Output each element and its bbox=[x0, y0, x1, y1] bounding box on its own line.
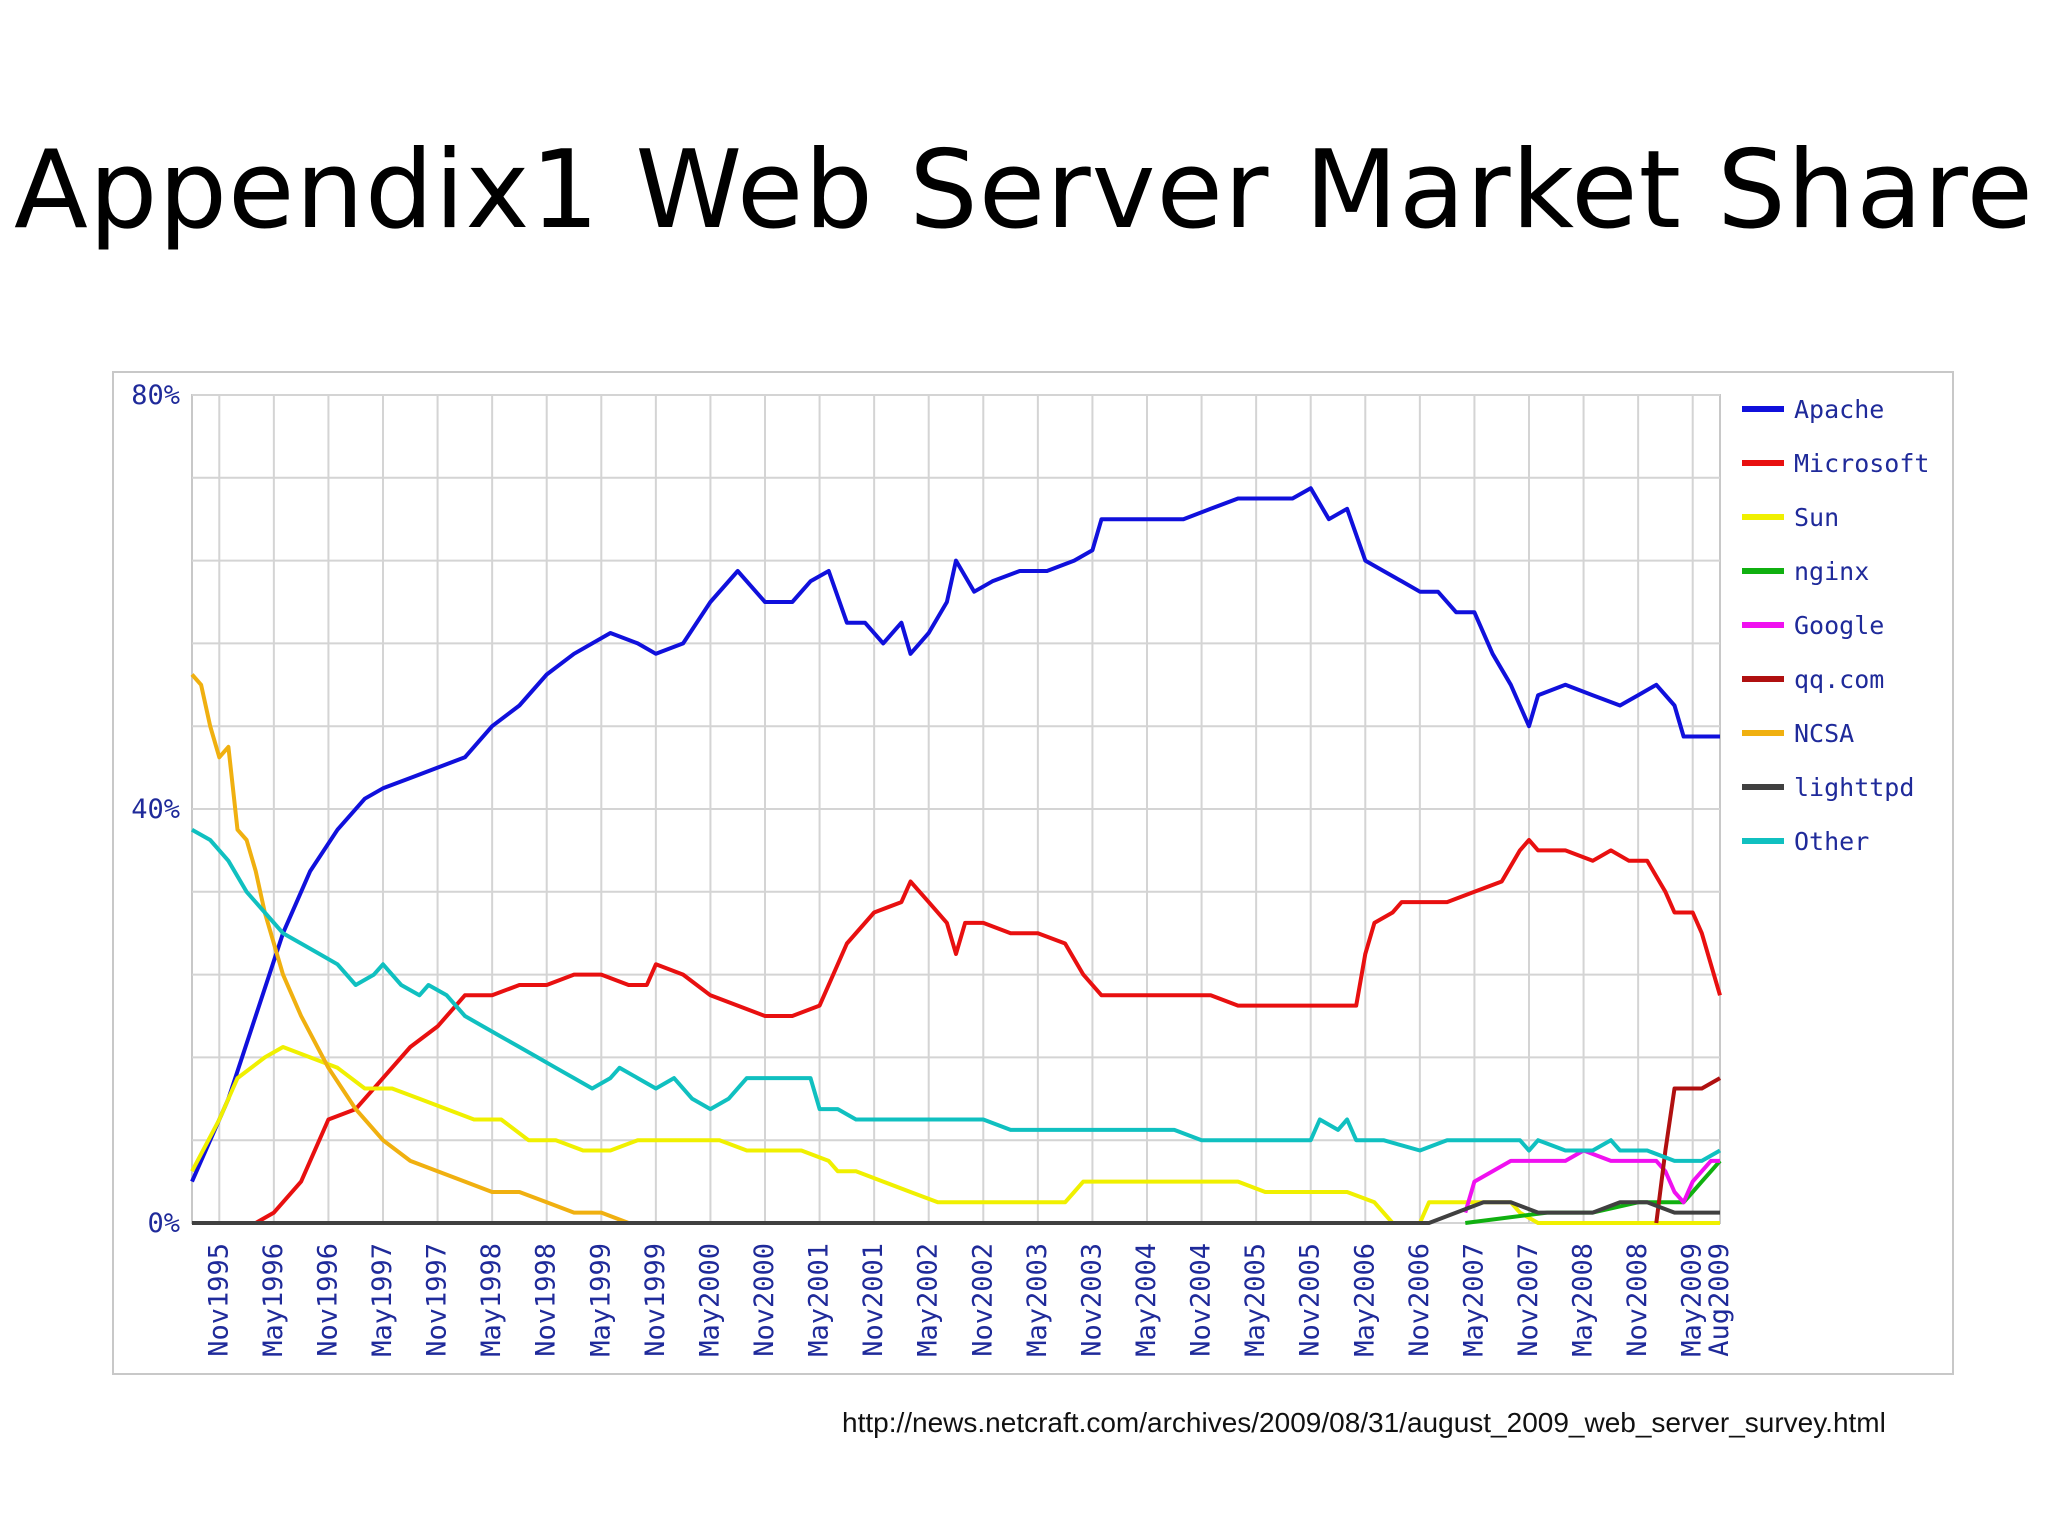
x-tick-label: May1998 bbox=[476, 1243, 507, 1357]
legend-label: qq.com bbox=[1794, 665, 1884, 694]
series-line-qq-com bbox=[1654, 1076, 1721, 1224]
series-line-google bbox=[1463, 1148, 1720, 1214]
x-tick-label: May2008 bbox=[1568, 1243, 1599, 1357]
x-tick-label: Nov2006 bbox=[1404, 1243, 1435, 1357]
x-tick-label: Nov2005 bbox=[1295, 1243, 1326, 1357]
chart-frame: 0% 40% 80% Nov1995 May1996 Nov1996 May1997 Nov1… bbox=[112, 371, 1954, 1375]
x-tick-label: May2007 bbox=[1458, 1243, 1489, 1357]
slide-title: Appendix1 Web Server Market Share bbox=[14, 128, 2034, 253]
x-tick-label: Nov2004 bbox=[1186, 1243, 1217, 1357]
x-tick-label: Nov1996 bbox=[312, 1243, 343, 1357]
x-tick-label: Nov1999 bbox=[640, 1243, 671, 1357]
x-tick-label: Nov2001 bbox=[858, 1243, 889, 1357]
x-tick-label: Aug2009 bbox=[1704, 1243, 1735, 1357]
series-line-apache bbox=[190, 486, 1720, 1183]
grid bbox=[191, 394, 1721, 1224]
x-tick-label: May2003 bbox=[1022, 1243, 1053, 1357]
line-chart: 0% 40% 80% Nov1995 May1996 Nov1996 May1997 Nov1… bbox=[131, 380, 1929, 1357]
x-tick-label: May2002 bbox=[913, 1243, 944, 1357]
legend-label: Microsoft bbox=[1794, 449, 1929, 478]
x-tick-label: May2001 bbox=[804, 1243, 835, 1357]
y-tick-label: 40% bbox=[131, 794, 180, 825]
x-tick-label: Nov1997 bbox=[422, 1243, 453, 1357]
legend-label: lighttpd bbox=[1794, 773, 1914, 802]
series-line-microsoft bbox=[254, 838, 1722, 1225]
x-tick-label: May2006 bbox=[1349, 1243, 1380, 1357]
y-tick-label: 0% bbox=[147, 1208, 180, 1239]
legend-label: Google bbox=[1794, 611, 1884, 640]
x-tick-label: Nov1998 bbox=[531, 1243, 562, 1357]
x-tick-label: May2005 bbox=[1240, 1243, 1271, 1357]
x-tick-label: Nov2008 bbox=[1622, 1243, 1653, 1357]
x-tick-label: May2004 bbox=[1131, 1243, 1162, 1357]
axes: 0% 40% 80% Nov1995 May1996 Nov1996 May1997 Nov1… bbox=[131, 380, 1735, 1357]
legend-label: nginx bbox=[1794, 557, 1869, 586]
x-tick-label: May2000 bbox=[694, 1243, 725, 1357]
x-tick-label: Nov2000 bbox=[749, 1243, 780, 1357]
legend-label: NCSA bbox=[1794, 719, 1854, 748]
legend-label: Apache bbox=[1794, 395, 1884, 424]
x-tick-label: Nov1995 bbox=[203, 1243, 234, 1357]
series-line-lighttpd bbox=[192, 1200, 1720, 1225]
legend: Apache Microsoft Sun nginx Google qq.com NCSA l… bbox=[1742, 395, 1929, 856]
source-citation: http://news.netcraft.com/archives/2009/0… bbox=[842, 1407, 1886, 1438]
series-line-ncsa bbox=[190, 673, 684, 1225]
legend-label: Other bbox=[1794, 827, 1869, 856]
legend-label: Sun bbox=[1794, 503, 1839, 532]
y-tick-label: 80% bbox=[131, 380, 180, 411]
x-tick-label: May1999 bbox=[585, 1243, 616, 1357]
series-line-sun bbox=[190, 1045, 1720, 1225]
series-lines bbox=[190, 486, 1722, 1225]
x-tick-label: Nov2002 bbox=[967, 1243, 998, 1357]
x-tick-label: Nov2007 bbox=[1513, 1243, 1544, 1357]
x-tick-label: May1997 bbox=[367, 1243, 398, 1357]
series-line-other bbox=[191, 827, 1721, 1163]
x-tick-label: Nov2003 bbox=[1076, 1243, 1107, 1357]
x-tick-label: May1996 bbox=[258, 1243, 289, 1357]
x-tick-label: May2009 bbox=[1677, 1243, 1708, 1357]
